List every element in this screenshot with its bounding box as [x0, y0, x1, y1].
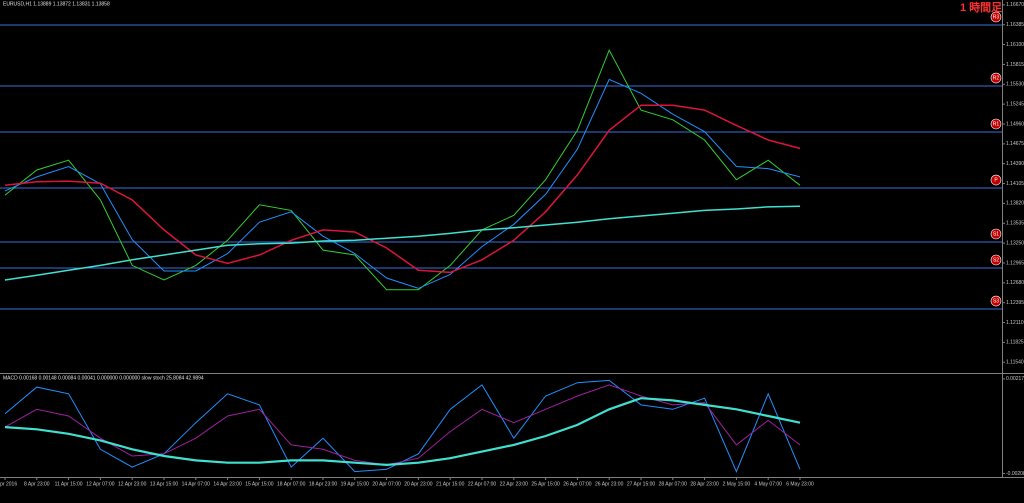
series-line — [4, 78, 801, 289]
y-tick-label: -0.002084 — [1006, 471, 1024, 477]
pivot-name: R2 — [993, 75, 1000, 81]
chart-title: EURUSD,H1 1.13889 1.13872 1.13831 1.1385… — [3, 1, 110, 7]
series-line — [4, 384, 801, 466]
pivot-name: S1 — [993, 231, 999, 237]
y-tick-label: 1.11540 — [1006, 360, 1024, 366]
y-tick-label: 1.14390 — [1006, 161, 1024, 167]
series-line — [4, 49, 801, 291]
pivot-badge — [990, 72, 1002, 84]
y-tick-label: 1.12110 — [1006, 320, 1024, 326]
x-tick-label: 20 Apr 23:00 — [404, 481, 433, 487]
x-tick-label: 26 Apr 07:00 — [563, 481, 592, 487]
y-tick-label: 1.16100 — [1006, 42, 1024, 48]
series-line — [4, 397, 801, 467]
y-tick-label: 1.16670 — [1006, 2, 1024, 8]
pivot-badge — [990, 118, 1002, 130]
y-tick-label: 1.12965 — [1006, 260, 1024, 266]
pivot-badge — [990, 174, 1002, 186]
x-tick-label: 27 Apr 15:00 — [627, 481, 656, 487]
pivot-name: R3 — [993, 14, 1000, 20]
y-tick-label: 1.11825 — [1006, 340, 1024, 346]
pivot-badge — [990, 228, 1002, 240]
x-tick-label: 22 Apr 07:00 — [468, 481, 497, 487]
y-tick-label: 0.002170 — [1006, 376, 1024, 382]
x-tick-label: 4 Apr 2016 — [0, 481, 17, 487]
series-line — [4, 205, 801, 281]
pivot-name: R1 — [993, 121, 1000, 127]
x-tick-label: 25 Apr 15:00 — [531, 481, 560, 487]
pivot-name: S2 — [993, 257, 999, 263]
x-tick-label: 20 Apr 07:00 — [372, 481, 401, 487]
x-tick-label: 2 May 15:00 — [723, 481, 751, 487]
x-tick-label: 13 Apr 15:00 — [150, 481, 179, 487]
pivot-name: P — [994, 177, 998, 183]
pivot-name: S3 — [993, 298, 999, 304]
indicator-title: MACD 0.00168 0.00148 0.00084 0.00041 0.0… — [3, 375, 204, 381]
timeframe-label: 1 時間足 — [960, 0, 1003, 14]
pivot-badge — [990, 295, 1002, 307]
x-tick-label: 28 Apr 07:00 — [659, 481, 688, 487]
y-tick-label: 1.12680 — [1006, 280, 1024, 286]
y-tick-label: 1.15815 — [1006, 62, 1024, 68]
x-tick-label: 12 Apr 07:00 — [86, 481, 115, 487]
x-tick-label: 19 Apr 15:00 — [341, 481, 370, 487]
y-tick-label: 1.13250 — [1006, 240, 1024, 246]
y-tick-label: 1.13535 — [1006, 221, 1024, 227]
y-tick-label: 1.16385 — [1006, 22, 1024, 28]
pivot-badge — [990, 11, 1002, 23]
y-tick-label: 1.12395 — [1006, 300, 1024, 306]
y-tick-label: 1.14960 — [1006, 121, 1024, 127]
y-tick-label: 1.15530 — [1006, 82, 1024, 88]
x-tick-label: 28 Apr 23:00 — [690, 481, 719, 487]
x-tick-label: 12 Apr 23:00 — [118, 481, 147, 487]
y-tick-label: 1.14675 — [1006, 141, 1024, 147]
y-tick-label: 1.15245 — [1006, 101, 1024, 107]
x-tick-label: 14 Apr 07:00 — [182, 481, 211, 487]
x-tick-label: 21 Apr 15:00 — [436, 481, 465, 487]
x-tick-label: 22 Apr 23:00 — [500, 481, 529, 487]
series-line — [4, 104, 801, 274]
series-line — [4, 379, 801, 473]
x-tick-label: 8 Apr 23:00 — [24, 481, 50, 487]
x-tick-label: 11 Apr 15:00 — [55, 481, 83, 487]
x-tick-label: 18 Apr 07:00 — [277, 481, 306, 487]
y-tick-label: 1.13820 — [1006, 201, 1024, 207]
x-tick-label: 4 May 07:00 — [754, 481, 782, 487]
x-tick-label: 18 Apr 23:00 — [309, 481, 338, 487]
x-tick-label: 14 Apr 23:00 — [213, 481, 242, 487]
x-tick-label: 15 Apr 15:00 — [245, 481, 274, 487]
x-tick-label: 26 Apr 23:00 — [595, 481, 624, 487]
pivot-badge — [990, 254, 1002, 266]
y-tick-label: 1.14105 — [1006, 181, 1024, 187]
x-tick-label: 6 May 23:00 — [786, 481, 814, 487]
